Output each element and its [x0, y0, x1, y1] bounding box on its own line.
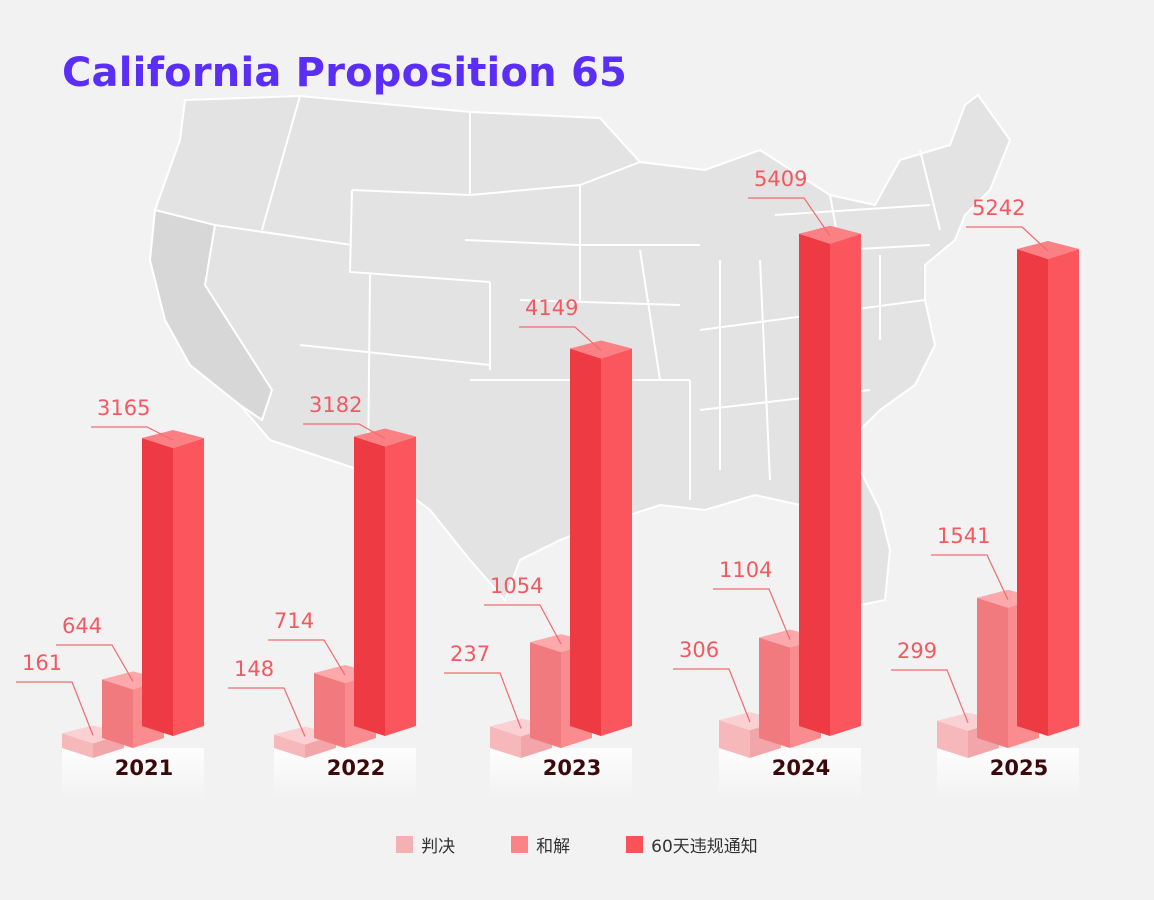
legend: 判决 和解 60天违规通知	[0, 832, 1154, 857]
leader-line-settlement-2023	[484, 604, 562, 645]
bar-notice-2023	[570, 340, 632, 736]
bar-face-side	[830, 233, 861, 736]
legend-label-notice: 60天违规通知	[651, 837, 758, 857]
california-shape	[148, 208, 274, 422]
leader-line-settlement-2021	[56, 644, 134, 682]
leader-line-judgment-2021	[16, 681, 94, 736]
leader-line-judgment-2022	[228, 687, 306, 737]
floor-reflections	[62, 748, 1079, 800]
bar-face-front	[759, 637, 790, 748]
floor-reflection-2022	[274, 748, 416, 800]
value-label-settlement-2025: 1541	[937, 524, 990, 548]
bar-face-side	[173, 437, 204, 736]
floor-reflection-2023	[490, 748, 632, 800]
value-label-settlement-2024: 1104	[719, 558, 772, 582]
bar-notice-2024	[799, 225, 861, 736]
bar-face-side	[385, 436, 416, 736]
leader-line-judgment-2023	[444, 672, 522, 729]
bar-face-front	[274, 734, 305, 758]
x-axis-labels: 2021 2022 2023 2024 2025	[115, 756, 1048, 780]
bar-face-front	[490, 726, 521, 758]
leader-line-notice-2024	[748, 197, 831, 237]
value-label-settlement-2021: 644	[62, 614, 102, 638]
value-label-judgment-2023: 237	[450, 642, 490, 666]
year-label-2021: 2021	[115, 756, 173, 780]
leader-line-settlement-2024	[713, 588, 791, 640]
year-label-2022: 2022	[327, 756, 385, 780]
bar-notice-2021	[142, 429, 204, 736]
value-label-judgment-2022: 148	[234, 657, 274, 681]
leader-line-judgment-2025	[891, 669, 969, 724]
value-label-judgment-2025: 299	[897, 639, 937, 663]
bar-face-front	[102, 679, 133, 748]
value-label-settlement-2022: 714	[274, 609, 314, 633]
value-label-notice-2021: 3165	[97, 396, 150, 420]
value-label-judgment-2024: 306	[679, 638, 719, 662]
bar-face-front	[354, 436, 385, 736]
value-label-notice-2022: 3182	[309, 393, 362, 417]
leader-line-settlement-2022	[268, 639, 346, 676]
leader-line-judgment-2024	[673, 668, 751, 723]
bar-notice-2022	[354, 428, 416, 736]
value-label-judgment-2021: 161	[22, 651, 62, 675]
year-label-2024: 2024	[772, 756, 830, 780]
bar-face-front	[62, 733, 93, 758]
legend-item-settlement: 和解	[511, 832, 570, 857]
bar-face-front	[530, 642, 561, 748]
floor-reflection-2025	[937, 748, 1079, 800]
bar-face-front	[570, 348, 601, 736]
chart-title: California Proposition 65	[62, 50, 628, 96]
bar-face-front	[142, 437, 173, 736]
leader-lines	[16, 197, 1049, 737]
legend-item-judgment: 判决	[396, 832, 455, 857]
legend-label-settlement: 和解	[536, 837, 571, 857]
bar-face-side	[601, 348, 632, 736]
bar-face-front	[977, 597, 1008, 748]
value-label-notice-2025: 5242	[972, 196, 1025, 220]
value-label-notice-2023: 4149	[525, 296, 578, 320]
bar-face-front	[937, 720, 968, 758]
leader-line-notice-2022	[303, 423, 386, 439]
bar-face-top	[570, 340, 632, 359]
year-label-2023: 2023	[543, 756, 601, 780]
legend-label-judgment: 判决	[421, 837, 456, 857]
bar-face-top	[354, 428, 416, 447]
leader-line-notice-2021	[91, 426, 174, 441]
leader-line-notice-2025	[966, 226, 1049, 252]
bar-notice-2025	[1017, 240, 1079, 736]
legend-swatch-judgment	[396, 836, 414, 853]
floor-reflection-2024	[719, 748, 861, 800]
legend-swatch-settlement	[511, 836, 529, 853]
floor-reflection-2021	[62, 748, 204, 800]
bar-face-front	[719, 720, 750, 758]
bar-face-top	[142, 429, 204, 448]
legend-swatch-notice	[626, 836, 644, 853]
year-label-2025: 2025	[990, 756, 1048, 780]
bar-face-side	[1048, 248, 1079, 736]
leader-line-settlement-2025	[931, 554, 1009, 601]
bars-layer	[62, 225, 1079, 758]
leader-line-notice-2023	[519, 326, 602, 351]
bar-face-front	[799, 233, 830, 736]
value-label-settlement-2023: 1054	[490, 574, 543, 598]
value-label-notice-2024: 5409	[754, 167, 807, 191]
legend-item-notice: 60天违规通知	[626, 832, 758, 857]
bar-face-top	[1017, 240, 1079, 259]
bar-face-front	[314, 673, 345, 748]
bar-face-front	[1017, 248, 1048, 736]
